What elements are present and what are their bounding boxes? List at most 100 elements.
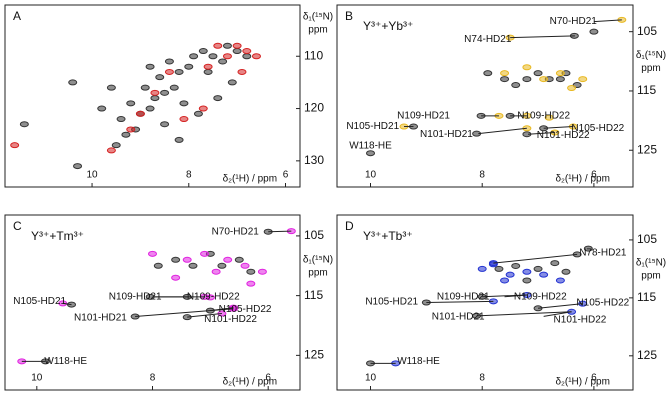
- peak: [171, 274, 181, 281]
- x-tick-label: 8: [150, 373, 156, 384]
- peak: [589, 28, 599, 35]
- panel-label: B: [345, 9, 353, 23]
- panel-label: D: [345, 219, 354, 233]
- peak: [242, 48, 252, 55]
- peak: [522, 76, 532, 83]
- peak: [240, 262, 250, 269]
- peak: [555, 76, 565, 83]
- peak: [234, 256, 244, 263]
- plot-frame: [336, 4, 634, 188]
- peak: [135, 110, 145, 117]
- peak: [246, 268, 256, 275]
- peak: [68, 79, 78, 86]
- peak-annotation: N101-HD22: [554, 315, 607, 326]
- peak: [511, 82, 521, 89]
- peak: [505, 271, 515, 278]
- x-axis-label: δ₂(¹H) / ppm: [223, 377, 277, 388]
- peak: [179, 116, 189, 123]
- shift-line: [527, 131, 555, 135]
- y-axis-label: ppm: [641, 271, 660, 282]
- peak: [511, 262, 521, 269]
- shift-line: [538, 303, 583, 309]
- y-axis-label: δ₁(¹⁵N): [303, 254, 333, 265]
- peak: [257, 268, 267, 275]
- shift-line: [510, 35, 575, 39]
- shift-line: [62, 302, 72, 306]
- x-axis-label: δ₂(¹H) / ppm: [555, 174, 609, 185]
- y-tick-label: 130: [304, 153, 324, 167]
- peak-annotation: N105-HD22: [571, 123, 624, 134]
- peak: [213, 95, 223, 102]
- peak: [578, 76, 588, 83]
- peak: [164, 68, 174, 75]
- peak: [483, 70, 493, 77]
- peak-annotation: N109-HD21: [397, 111, 450, 122]
- peak: [160, 89, 170, 96]
- plot-frame: [336, 214, 634, 391]
- peak: [251, 53, 261, 60]
- peak: [179, 100, 189, 107]
- peak: [208, 53, 218, 60]
- y-axis-label: ppm: [641, 63, 660, 74]
- peak: [561, 268, 571, 275]
- shift-line: [476, 311, 572, 317]
- peak: [189, 53, 199, 60]
- shift-line: [543, 311, 572, 317]
- peak-annotation: N105-HD21: [346, 121, 399, 132]
- peak: [218, 58, 228, 65]
- peak-annotation: N74-HD21: [464, 34, 512, 45]
- peak: [555, 277, 565, 284]
- peak-annotation: W118-HE: [44, 356, 87, 367]
- plot-frame: [4, 4, 301, 188]
- peak-annotation: N101-HD21: [432, 312, 485, 323]
- y-axis-label: δ₁(¹⁵N): [636, 50, 666, 61]
- shift-line: [268, 230, 292, 233]
- peak: [200, 250, 210, 257]
- peak: [126, 100, 136, 107]
- peak-annotation: N70-HD21: [212, 226, 260, 237]
- peak-annotation: N109-HD22: [517, 111, 570, 122]
- peak: [203, 68, 213, 75]
- peak: [19, 121, 29, 128]
- peak: [188, 262, 198, 269]
- peak: [184, 63, 194, 70]
- peak: [222, 42, 232, 49]
- peak: [106, 147, 116, 154]
- peak: [155, 74, 165, 81]
- peak-annotation: N109-HD22: [514, 291, 567, 302]
- peak: [10, 142, 20, 149]
- y-axis-label: δ₁(¹⁵N): [303, 12, 333, 23]
- peak: [550, 260, 560, 267]
- peak: [366, 150, 376, 157]
- peak: [211, 268, 221, 275]
- peak-annotation: N101-HD22: [537, 130, 590, 141]
- peak-annotation: N105-HD22: [219, 304, 272, 315]
- y-tick-label: 105: [637, 232, 657, 246]
- peak: [232, 42, 242, 49]
- y-tick-label: 115: [304, 288, 323, 302]
- peak: [164, 58, 174, 65]
- peak: [213, 42, 223, 49]
- peak: [145, 105, 155, 112]
- peak-annotation: N70-HD21: [550, 16, 598, 27]
- peak-annotation: N105-HD21: [365, 297, 418, 308]
- y-tick-label: 115: [637, 290, 656, 304]
- peak: [182, 256, 192, 263]
- peak: [583, 245, 593, 252]
- peak: [232, 48, 242, 55]
- x-tick-label: 8: [479, 373, 485, 384]
- peak: [145, 63, 155, 70]
- peak: [174, 68, 184, 75]
- y-tick-label: 105: [304, 228, 324, 242]
- peak: [198, 105, 208, 112]
- peak-annotation: W118-HE: [349, 141, 392, 152]
- peak: [217, 262, 227, 269]
- peak-annotation: N101-HD22: [204, 314, 257, 325]
- peak: [111, 142, 121, 149]
- x-tick-label: 8: [479, 170, 485, 181]
- peak: [227, 79, 237, 86]
- peak: [544, 114, 554, 121]
- peak-annotation: N105-HD22: [576, 298, 629, 309]
- y-tick-label: 125: [304, 348, 324, 362]
- peak: [522, 268, 532, 275]
